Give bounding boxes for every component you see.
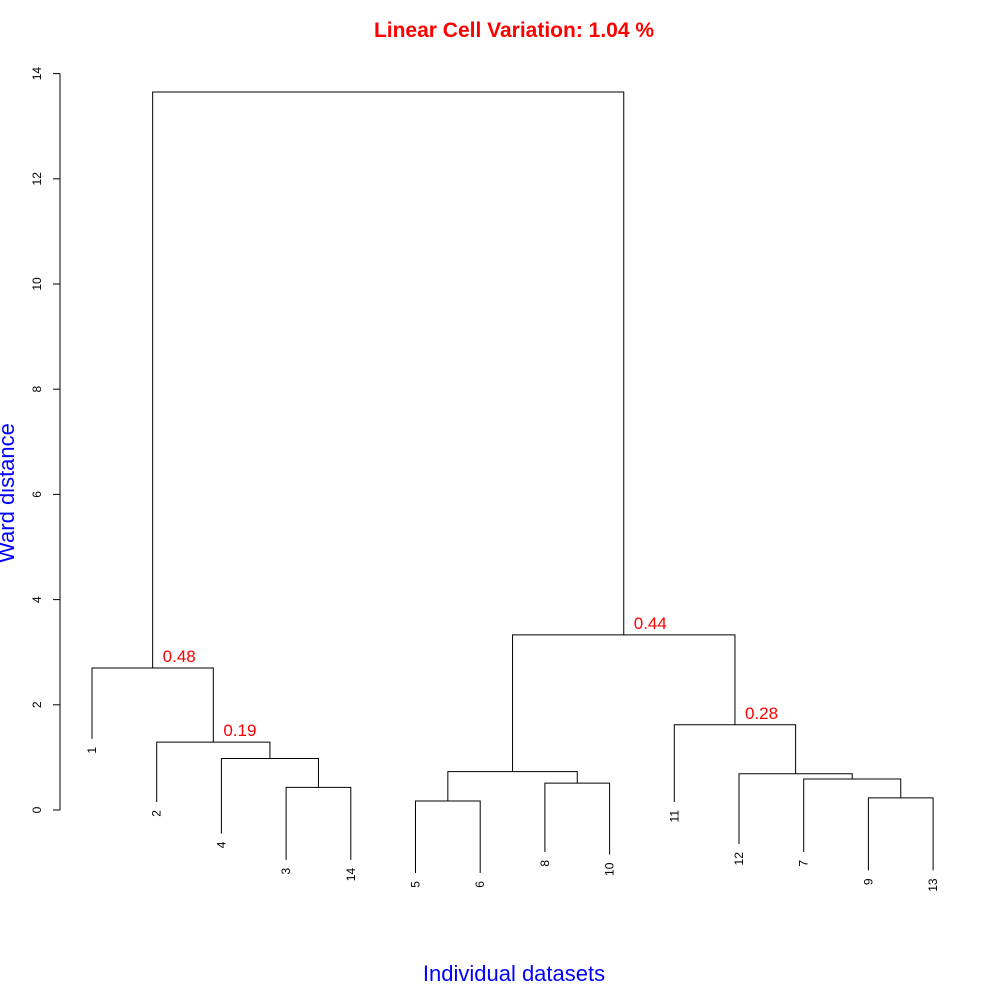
leaf-label-5: 5 [409,881,423,888]
dendrogram-branch-m5 [415,800,481,874]
leaf-label-13: 13 [926,878,940,892]
y-tick-label: 14 [30,67,44,81]
dendrogram-branch-m6 [544,782,611,855]
leaf-label-2: 2 [150,810,164,817]
node-label-m12: 0.44 [634,614,667,633]
y-tick-label: 12 [30,172,44,186]
leaf-label-11: 11 [667,810,681,823]
y-tick-label: 2 [30,701,44,708]
dendrogram-branch-m7 [447,771,578,802]
node-label-m3: 0.19 [223,721,256,740]
dendrogram-branch-m10 [738,773,853,845]
leaf-label-3: 3 [279,868,293,875]
node-label-m11: 0.28 [745,704,778,723]
leaf-label-12: 12 [732,852,746,866]
dendrogram-branch-m13 [152,91,625,668]
leaf-label-9: 9 [861,878,875,885]
y-axis: 0 2 4 6 8 10 12 14 [30,67,61,813]
dendrogram-branch-m12 [512,634,736,772]
node-labels: 0.48 0.19 0.44 0.28 [163,614,778,740]
node-label-m4: 0.48 [163,647,196,666]
leaf-label-6: 6 [473,881,487,888]
leaf-label-1: 1 [85,747,99,754]
dendrogram-branch-m8 [867,797,934,871]
dendrogram-branch-m3 [156,741,271,802]
y-axis-title: Ward distance [0,423,19,563]
leaf-label-10: 10 [603,862,617,876]
chart-title: Linear Cell Variation: 1.04 % [374,19,654,42]
dendrogram-branch-m4 [91,667,214,743]
y-tick-label: 6 [30,491,44,498]
dendrogram-branch-m11 [673,724,797,802]
dendrogram-branches [91,91,934,874]
leaf-label-8: 8 [538,860,552,867]
y-tick-label: 8 [30,386,44,393]
leaf-label-4: 4 [214,841,228,848]
dendrogram-branch-m1 [285,786,352,860]
x-axis-title: Individual datasets [423,961,605,986]
dendrogram-branch-m9 [803,778,902,852]
y-tick-label: 4 [30,596,44,603]
dendrogram-branch-m2 [220,757,319,834]
y-tick-label: 10 [30,277,44,291]
leaf-label-14: 14 [344,868,358,882]
leaf-label-7: 7 [797,860,811,867]
y-tick-label: 0 [30,806,44,813]
